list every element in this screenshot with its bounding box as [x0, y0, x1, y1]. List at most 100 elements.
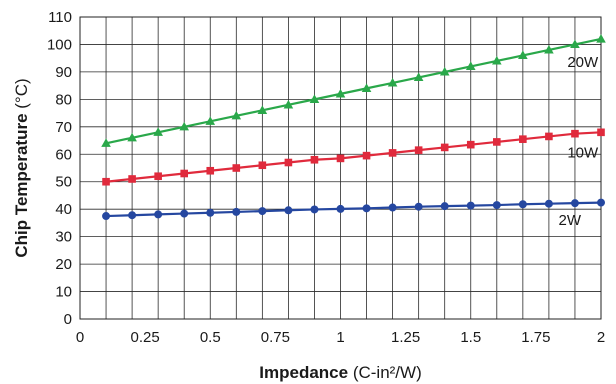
data-point [388, 149, 397, 157]
series-20w [101, 33, 606, 147]
data-point [206, 166, 215, 175]
data-point [361, 83, 372, 92]
y-tick-label: 80 [55, 91, 72, 108]
data-point [101, 138, 111, 147]
x-tick-label: 0.5 [200, 329, 221, 346]
data-point [232, 207, 241, 216]
x-tick-label: 1.5 [460, 329, 481, 346]
series-labels: 20W 10W 2W [558, 54, 599, 229]
data-point [466, 201, 475, 210]
data-point [439, 66, 450, 76]
y-tick-label: 30 [55, 229, 72, 246]
data-point [413, 72, 424, 81]
data-point [388, 203, 397, 212]
data-point [180, 169, 188, 178]
y-tick-label: 20 [55, 256, 72, 273]
data-point [102, 212, 111, 221]
data-point [335, 88, 346, 98]
data-point [257, 105, 268, 114]
y-tick-label: 60 [55, 146, 72, 163]
y-axis-title-bold: Chip Temperature [12, 113, 31, 257]
data-point [387, 77, 398, 87]
data-point [597, 198, 605, 207]
data-point [544, 44, 554, 54]
y-axis-title-unit: (°C) [12, 78, 31, 108]
y-tick-label: 40 [55, 201, 72, 218]
data-point [153, 127, 163, 136]
data-point [519, 135, 527, 143]
data-point [179, 121, 189, 131]
data-point [205, 116, 216, 125]
data-point [310, 205, 319, 214]
y-tick-label: 10 [55, 284, 72, 301]
data-point [414, 146, 423, 154]
data-point [336, 204, 345, 213]
data-point [258, 207, 267, 216]
data-point [492, 55, 502, 65]
vertical-gridlines [105, 17, 576, 319]
y-axis-title: Chip Temperature (°C) [12, 78, 31, 257]
y-tick-label: 100 [47, 36, 72, 53]
data-point [465, 61, 476, 71]
data-point [571, 129, 579, 138]
x-tick-label: 0.75 [261, 329, 290, 346]
y-tick-label: 0 [64, 311, 72, 328]
x-axis-title-unit: (C-in²/W) [353, 363, 422, 382]
series-2w [102, 198, 605, 221]
x-axis-ticks: 0 0.25 0.5 0.75 1 1.25 1.5 1.75 2 [76, 329, 605, 346]
data-point [492, 201, 501, 210]
data-point [545, 132, 553, 141]
data-point [232, 164, 241, 172]
data-point [570, 199, 579, 208]
series-label: 2W [558, 212, 581, 229]
data-point [597, 128, 605, 137]
data-point [102, 177, 110, 186]
data-point [283, 99, 294, 109]
series-label: 10W [567, 144, 599, 161]
x-tick-label: 1 [336, 329, 344, 346]
data-point [362, 204, 371, 213]
data-point [258, 161, 267, 170]
series-line [105, 37, 602, 145]
series-line [105, 131, 602, 183]
series-10w [102, 128, 605, 186]
data-point [493, 138, 501, 146]
data-point [570, 39, 580, 49]
data-point [206, 208, 215, 217]
data-point [154, 172, 162, 181]
data-point [596, 33, 606, 43]
data-point [284, 206, 293, 215]
data-point [336, 154, 345, 163]
x-tick-label: 0.25 [131, 329, 160, 346]
data-point [231, 110, 242, 120]
data-point [518, 50, 528, 60]
plot-area-frame [79, 16, 602, 320]
data-point [440, 143, 449, 152]
x-axis-title: Impedance (C-in²/W) [259, 363, 421, 382]
series-line [106, 201, 602, 218]
y-tick-label: 90 [55, 64, 72, 81]
data-point [518, 200, 527, 209]
data-point [544, 199, 553, 208]
x-tick-label: 0 [76, 329, 84, 346]
x-tick-label: 1.75 [521, 329, 550, 346]
data-point [127, 132, 137, 142]
y-tick-label: 110 [48, 9, 72, 26]
data-point [466, 140, 475, 149]
x-tick-label: 1.25 [391, 329, 420, 346]
data-point [440, 202, 449, 211]
y-tick-label: 50 [55, 174, 72, 191]
series-layer [101, 33, 606, 221]
data-point [309, 94, 320, 103]
data-point [128, 211, 137, 220]
horizontal-gridlines [80, 44, 601, 292]
data-point [180, 209, 189, 218]
x-axis-title-bold: Impedance [259, 363, 348, 382]
y-tick-label: 70 [55, 119, 72, 136]
data-point [128, 175, 136, 183]
x-tick-label: 2 [597, 329, 605, 346]
data-point [284, 158, 293, 167]
data-point [414, 202, 423, 211]
y-axis-ticks: 0 10 20 30 40 50 60 70 80 90 100 110 [47, 9, 72, 328]
